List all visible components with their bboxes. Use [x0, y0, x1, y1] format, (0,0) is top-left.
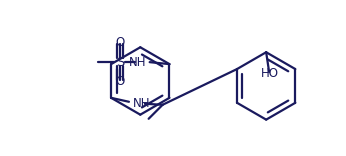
- Text: O: O: [115, 36, 125, 49]
- Text: NH: NH: [133, 97, 151, 110]
- Text: HO: HO: [261, 67, 279, 80]
- Text: O: O: [115, 75, 125, 88]
- Text: NH: NH: [129, 56, 147, 69]
- Text: S: S: [116, 56, 124, 69]
